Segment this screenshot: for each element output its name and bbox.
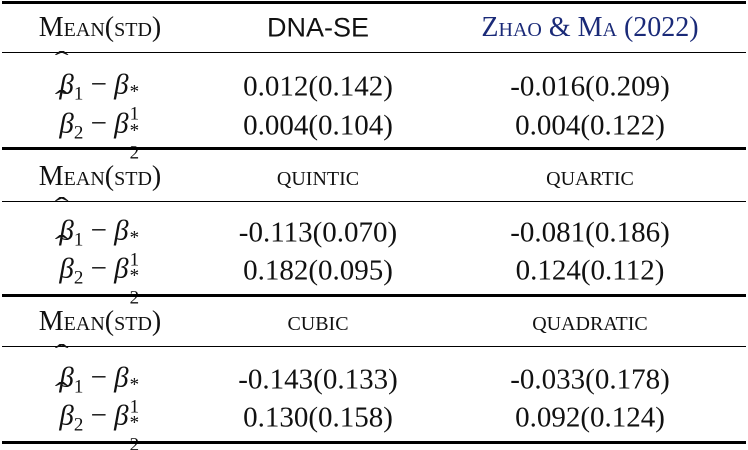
operator: −	[90, 361, 107, 394]
truth: β	[114, 68, 129, 101]
value-cell: 0.004(0.122)	[515, 109, 665, 142]
header-cell: quadratic	[532, 306, 648, 337]
estimate-index: 1	[73, 83, 84, 105]
value-cell: 0.130(0.158)	[243, 401, 393, 434]
truth-index: 1	[129, 396, 140, 418]
value-cell: 0.012(0.142)	[243, 70, 393, 103]
truth: β	[114, 399, 129, 432]
estimate-index: 2	[73, 267, 84, 289]
header-cell: quartic	[546, 161, 634, 192]
header-cell: DNA-SE	[266, 12, 370, 43]
value-cell: -0.081(0.186)	[510, 216, 670, 249]
value-cell: 0.182(0.095)	[243, 254, 393, 287]
rule	[2, 1, 746, 4]
header-cell: Mean(std)	[38, 161, 162, 192]
estimate-index: 2	[73, 122, 84, 144]
truth: β	[114, 107, 129, 140]
rule	[2, 294, 746, 297]
rule	[2, 201, 746, 203]
value-cell: 0.092(0.124)	[515, 401, 665, 434]
value-cell: 0.124(0.112)	[515, 254, 665, 287]
rule	[2, 52, 746, 54]
truth-index: 1	[129, 249, 140, 271]
estimate-index: 2	[73, 414, 84, 436]
truth-mark: *	[129, 412, 140, 434]
rule	[2, 147, 746, 150]
estimate-index: 1	[73, 229, 84, 251]
row-label: βˆ2 − β*2	[54, 377, 140, 450]
truth: β	[114, 252, 129, 285]
truth-mark: *	[129, 265, 140, 287]
value-cell: -0.016(0.209)	[510, 70, 670, 103]
truth-mark: *	[129, 81, 140, 103]
estimate-index: 1	[73, 376, 84, 398]
truth-mark: *	[129, 120, 140, 142]
value-cell: -0.143(0.133)	[238, 363, 398, 396]
header-cell: Zhao & Ma (2022)	[481, 12, 699, 43]
operator: −	[90, 399, 107, 432]
operator: −	[90, 214, 107, 247]
truth-mark: *	[129, 374, 140, 396]
header-cell: Mean(std)	[38, 12, 162, 43]
truth: β	[114, 361, 129, 394]
rule	[2, 346, 746, 348]
operator: −	[90, 107, 107, 140]
operator: −	[90, 252, 107, 285]
operator: −	[90, 68, 107, 101]
value-cell: 0.004(0.104)	[243, 109, 393, 142]
truth: β	[114, 214, 129, 247]
truth-index: 1	[129, 103, 140, 125]
rule	[2, 441, 746, 444]
truth-mark: *	[129, 227, 140, 249]
truth-index: 2	[129, 142, 140, 164]
header-cell: quintic	[276, 161, 360, 192]
value-cell: -0.113(0.070)	[238, 216, 398, 249]
value-cell: -0.033(0.178)	[510, 363, 670, 396]
header-cell: Mean(std)	[38, 306, 162, 337]
truth-index: 2	[129, 287, 140, 309]
header-cell: cubic	[287, 306, 349, 337]
